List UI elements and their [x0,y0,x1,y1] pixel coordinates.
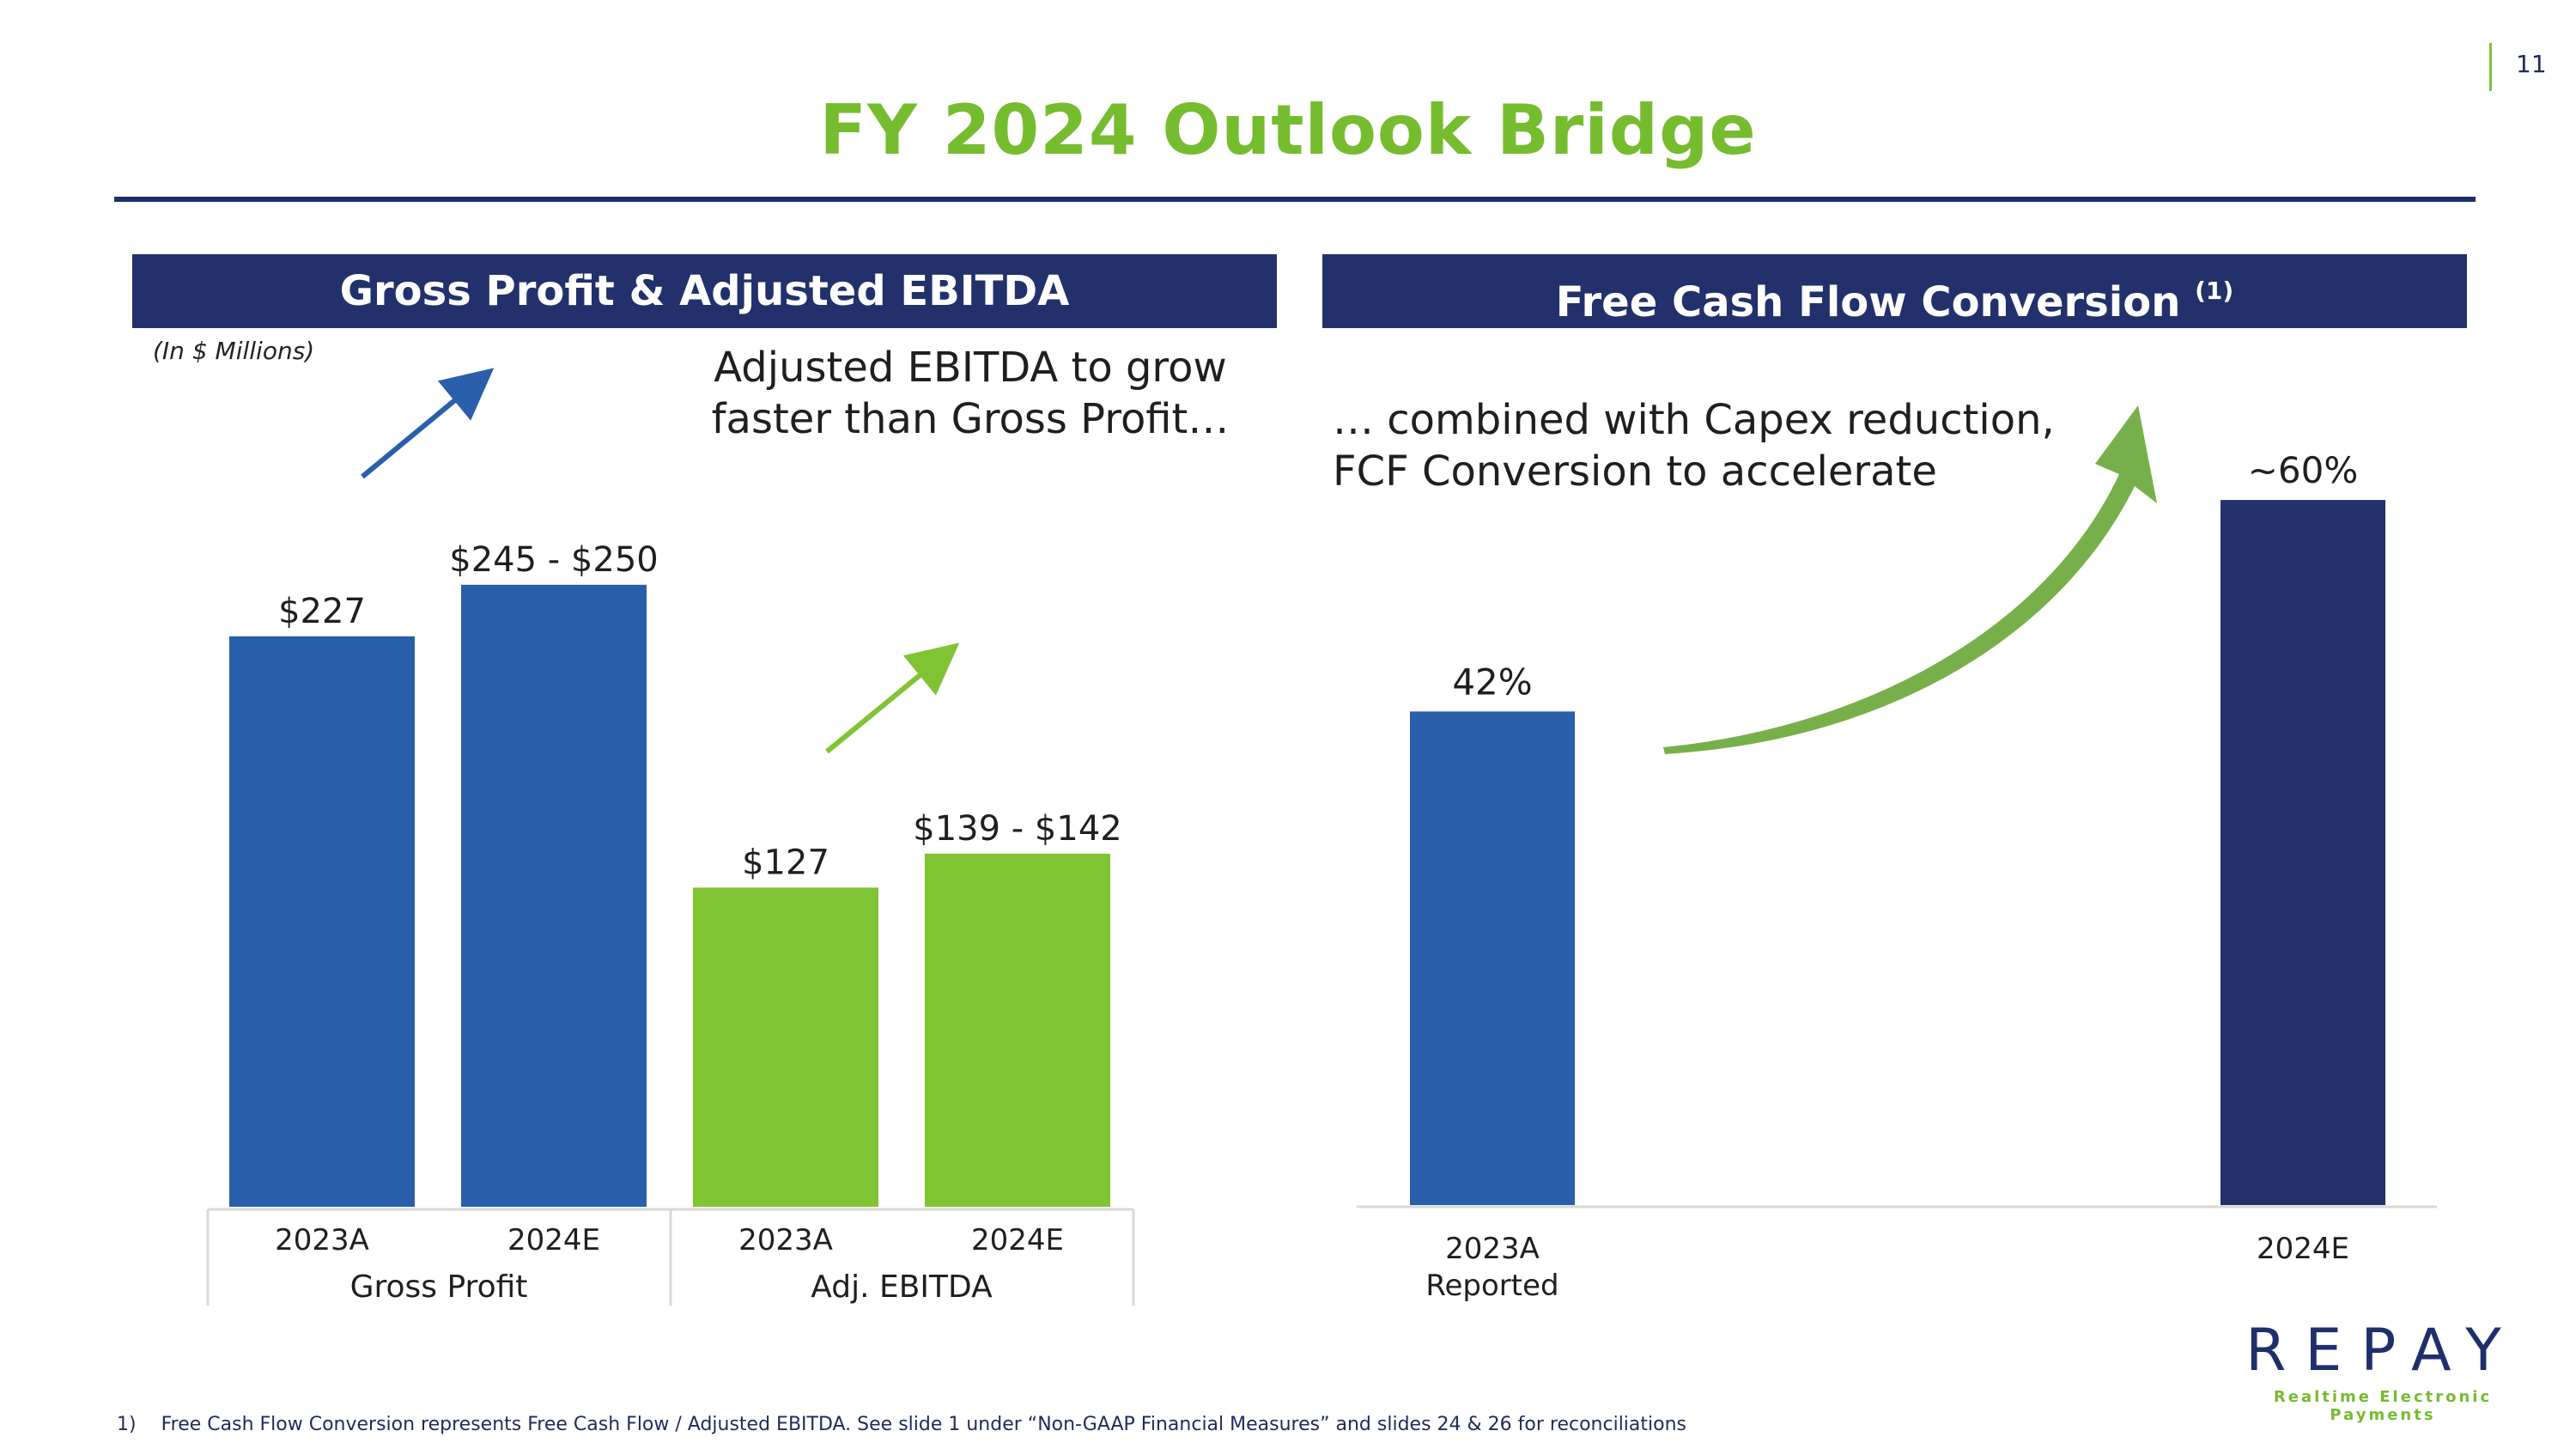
bar-gross-profit-2024e [461,584,647,1207]
ebitda-growth-arrow [825,642,960,754]
x-group-label: Adj. EBITDA [811,1269,993,1305]
right-callout-line-2: FCF Conversion to accelerate [1333,447,1937,496]
data-label: $139 - $142 [913,809,1121,849]
bar-gross-profit-2023a [229,636,415,1207]
right-panel-footnote-ref: (1) [2195,277,2234,305]
gross-profit-growth-arrow [361,368,495,479]
page-number-divider [2489,43,2492,91]
left-panel-header-text: Gross Profit & Adjusted EBITDA [339,267,1070,315]
footnote-text: Free Cash Flow Conversion represents Fre… [161,1414,1686,1435]
x-group-label: Gross Profit [350,1269,528,1305]
repay-logo: REPAY Realtime Electronic Payments [2237,1317,2529,1424]
x-tick-sublabel: Reported [1425,1269,1558,1303]
left-panel-header: Gross Profit & Adjusted EBITDA [132,254,1277,328]
units-note: (In $ Millions) [153,337,315,365]
title-rule [114,197,2476,202]
footnote-marker: 1) [117,1414,137,1435]
bar-adj-ebitda-2024e [925,853,1110,1207]
data-label: 42% [1452,661,1532,703]
data-label: $127 [742,843,829,882]
right-callout: … combined with Capex reduction, FCF Con… [1333,394,2157,497]
slide-title: FY 2024 Outlook Bridge [819,90,1757,170]
bar-fcf-2023a [1410,711,1575,1205]
left-callout: Adjusted EBITDA to grow faster than Gros… [711,344,1230,443]
footnote: 1) Free Cash Flow Conversion represents … [117,1414,1705,1435]
right-panel-header-text: Free Cash Flow Conversion [1555,278,2181,326]
x-tick-label: 2024E [971,1223,1064,1257]
logo-wordmark: REPAY [2245,1317,2520,1385]
page-number: 11 [2516,50,2547,78]
right-callout-line-1: … combined with Capex reduction, [1333,396,2055,444]
x-tick-label: 2024E [2257,1232,2349,1266]
bar-fcf-2024e [2221,500,2385,1205]
x-tick-label: 2024E [507,1223,600,1257]
gross-profit-ebitda-chart: $227 $245 - $250 $127 $139 - $142 2023A 2024… [206,368,1135,1306]
acceleration-arrow-icon [1663,405,2157,754]
x-tick-label: 2023A [1445,1232,1540,1266]
data-label: ~60% [2248,449,2359,491]
logo-tagline: Realtime Electronic Payments [2273,1388,2493,1424]
right-panel-header: Free Cash Flow Conversion (1) [1322,254,2467,328]
data-label: $245 - $250 [449,540,658,580]
bar-adj-ebitda-2023a [693,887,878,1207]
data-label: $227 [278,592,366,631]
x-tick-label: 2023A [738,1223,833,1257]
x-tick-label: 2023A [275,1223,369,1257]
